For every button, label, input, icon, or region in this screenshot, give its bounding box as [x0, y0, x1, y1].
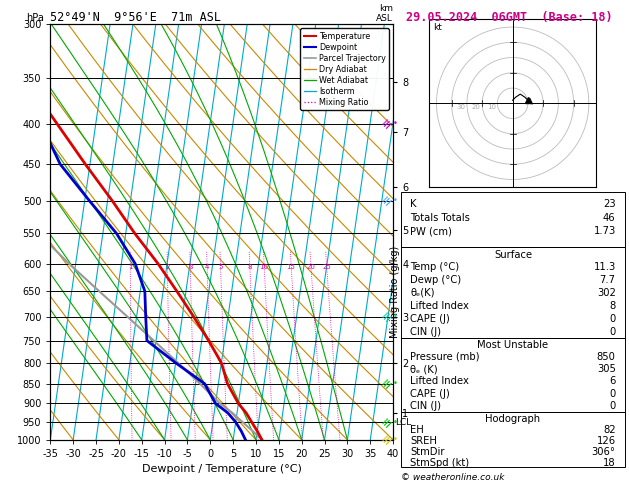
Text: Most Unstable: Most Unstable: [477, 340, 548, 350]
Text: 10: 10: [487, 104, 496, 110]
Text: 306°: 306°: [592, 447, 616, 457]
Text: 52°49'N  9°56'E  71m ASL: 52°49'N 9°56'E 71m ASL: [50, 11, 221, 24]
Text: 3: 3: [188, 263, 192, 270]
Text: 20: 20: [472, 104, 481, 110]
Text: CIN (J): CIN (J): [410, 401, 441, 411]
Text: StmDir: StmDir: [410, 447, 445, 457]
Text: 126: 126: [596, 436, 616, 446]
Text: ≡: ≡: [380, 309, 396, 325]
Text: Mixing Ratio (g/kg): Mixing Ratio (g/kg): [390, 245, 400, 338]
Text: •: •: [393, 312, 398, 321]
Text: 20: 20: [306, 263, 315, 270]
Text: CAPE (J): CAPE (J): [410, 389, 450, 399]
Text: K: K: [410, 199, 417, 209]
Text: Pressure (mb): Pressure (mb): [410, 352, 480, 362]
Text: StmSpd (kt): StmSpd (kt): [410, 458, 469, 469]
Text: Hodograph: Hodograph: [486, 414, 540, 424]
Text: 5: 5: [218, 263, 223, 270]
Legend: Temperature, Dewpoint, Parcel Trajectory, Dry Adiabat, Wet Adiabat, Isotherm, Mi: Temperature, Dewpoint, Parcel Trajectory…: [301, 28, 389, 110]
Text: ≡: ≡: [380, 375, 396, 392]
Text: 82: 82: [603, 425, 616, 435]
Text: Surface: Surface: [494, 250, 532, 260]
Text: 29.05.2024  06GMT  (Base: 18): 29.05.2024 06GMT (Base: 18): [406, 11, 612, 24]
Text: 305: 305: [597, 364, 616, 374]
Text: •: •: [393, 196, 398, 205]
Text: ≡: ≡: [380, 414, 396, 431]
Text: 18: 18: [603, 458, 616, 469]
Text: 8: 8: [610, 301, 616, 311]
Text: 0: 0: [610, 401, 616, 411]
Text: Dewp (°C): Dewp (°C): [410, 275, 461, 285]
Text: SREH: SREH: [410, 436, 437, 446]
Text: 25: 25: [322, 263, 331, 270]
Text: 0: 0: [610, 327, 616, 336]
Text: 7.7: 7.7: [599, 275, 616, 285]
Text: EH: EH: [410, 425, 424, 435]
Text: Totals Totals: Totals Totals: [410, 212, 470, 223]
Text: 1.73: 1.73: [593, 226, 616, 236]
Text: 15: 15: [287, 263, 296, 270]
Text: LCL: LCL: [395, 417, 411, 427]
Text: 2: 2: [165, 263, 169, 270]
Bar: [401, 337, 625, 412]
Text: 11.3: 11.3: [593, 262, 616, 272]
Text: 302: 302: [597, 288, 616, 298]
Text: 6: 6: [610, 377, 616, 386]
Text: km
ASL: km ASL: [376, 4, 393, 23]
Text: •: •: [393, 379, 398, 388]
Text: CAPE (J): CAPE (J): [410, 313, 450, 324]
Text: ≡: ≡: [380, 192, 396, 209]
Text: 10: 10: [260, 263, 269, 270]
Text: kt: kt: [433, 23, 442, 32]
Text: 23: 23: [603, 199, 616, 209]
Text: 30: 30: [457, 104, 465, 110]
Text: Lifted Index: Lifted Index: [410, 377, 469, 386]
Text: © weatheronline.co.uk: © weatheronline.co.uk: [401, 473, 505, 482]
Text: CIN (J): CIN (J): [410, 327, 441, 336]
Text: •: •: [393, 119, 398, 128]
Text: hPa: hPa: [26, 14, 44, 23]
Text: •: •: [393, 417, 398, 427]
Bar: [401, 412, 625, 467]
Text: 850: 850: [597, 352, 616, 362]
Text: PW (cm): PW (cm): [410, 226, 452, 236]
Text: ≡: ≡: [380, 115, 396, 132]
Text: 4: 4: [205, 263, 209, 270]
Text: •: •: [393, 435, 398, 444]
Text: Lifted Index: Lifted Index: [410, 301, 469, 311]
Text: 8: 8: [247, 263, 252, 270]
Text: Temp (°C): Temp (°C): [410, 262, 459, 272]
Text: ≡: ≡: [380, 432, 396, 448]
Text: θₑ(K): θₑ(K): [410, 288, 435, 298]
Text: 0: 0: [610, 313, 616, 324]
Text: θₑ (K): θₑ (K): [410, 364, 438, 374]
X-axis label: Dewpoint / Temperature (°C): Dewpoint / Temperature (°C): [142, 465, 302, 474]
Bar: [401, 192, 625, 247]
Text: 0: 0: [610, 389, 616, 399]
Bar: [401, 247, 625, 337]
Text: 1: 1: [128, 263, 133, 270]
Text: 46: 46: [603, 212, 616, 223]
